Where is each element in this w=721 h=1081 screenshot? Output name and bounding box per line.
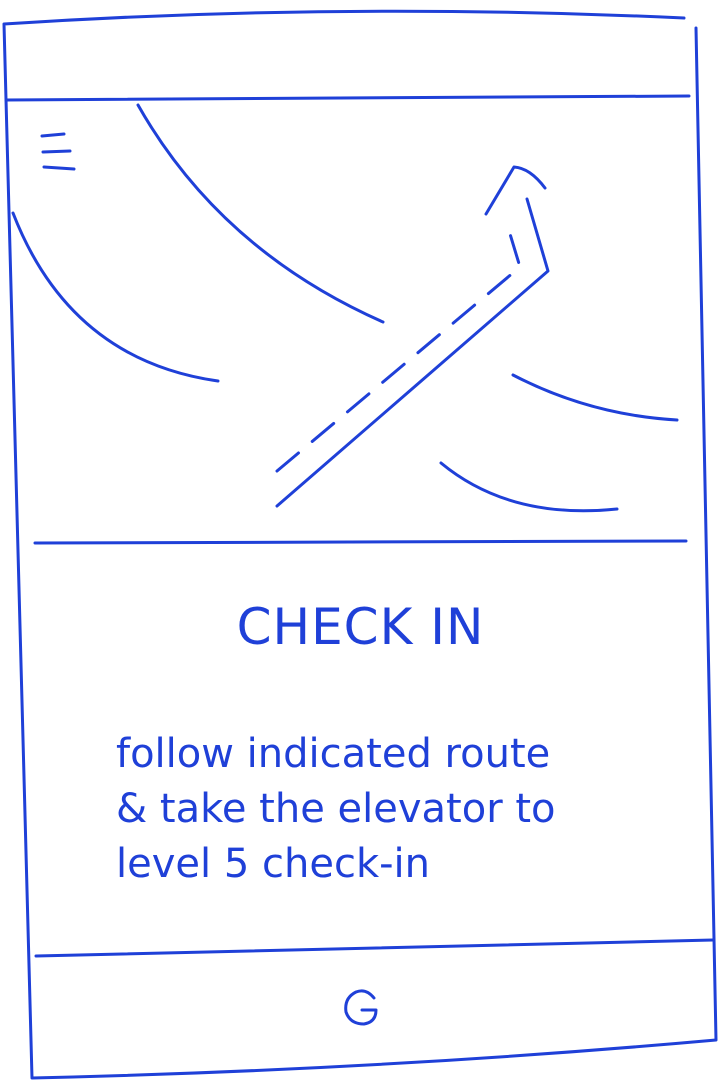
route-arrow-solid xyxy=(275,197,550,508)
phone-outline xyxy=(2,9,718,1080)
page-title: CHECK IN xyxy=(236,598,485,656)
map-road-4 xyxy=(439,461,619,513)
route-instructions: follow indicated route & take the elevat… xyxy=(116,727,686,892)
header-divider xyxy=(4,94,691,102)
map-divider xyxy=(33,539,688,545)
route-arrow-dashed xyxy=(275,222,522,473)
map-road-2 xyxy=(11,211,220,383)
footer-divider xyxy=(34,938,715,958)
instruction-line: level 5 check-in xyxy=(116,841,431,887)
instruction-line: & take the elevator to xyxy=(116,786,556,832)
hamburger-icon[interactable] xyxy=(34,124,84,176)
map-road-1 xyxy=(136,103,385,324)
map-road-3 xyxy=(511,373,679,422)
instruction-line: follow indicated route xyxy=(116,731,551,777)
home-circle-icon[interactable] xyxy=(330,978,394,1038)
route-arrow-head xyxy=(484,165,547,216)
